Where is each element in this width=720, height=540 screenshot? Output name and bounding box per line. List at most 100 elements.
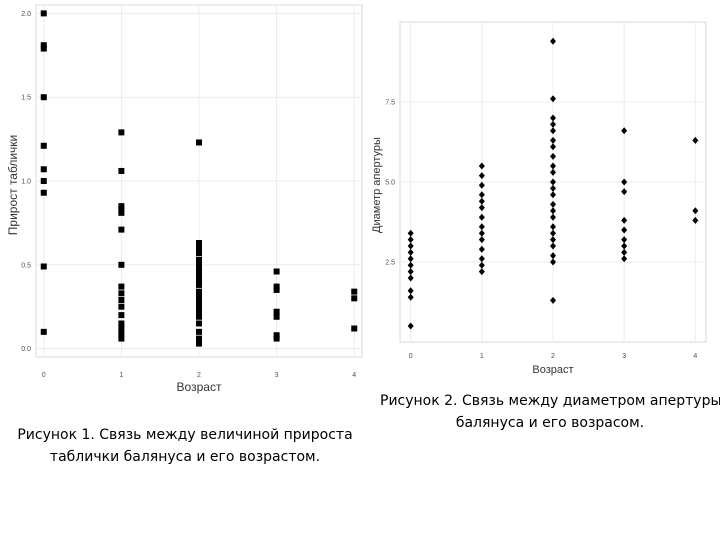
data-point <box>550 296 556 304</box>
figure-1-caption: Рисунок 1. Связь между величиной прирост… <box>0 424 370 468</box>
data-point <box>196 320 202 327</box>
data-point <box>196 288 202 295</box>
data-point <box>550 120 556 128</box>
data-point <box>40 42 47 49</box>
data-point <box>550 184 556 192</box>
data-point <box>407 229 414 237</box>
data-point <box>118 129 125 136</box>
data-point <box>196 298 202 305</box>
data-point <box>478 261 485 269</box>
data-point <box>118 261 125 268</box>
data-point <box>478 223 485 231</box>
figure-2-caption: Рисунок 2. Связь между диаметром апертур… <box>380 390 720 434</box>
data-point <box>550 178 556 186</box>
data-point <box>196 250 202 257</box>
y-tick-label: 1.5 <box>21 95 31 102</box>
x-tick-label: 3 <box>275 372 279 379</box>
data-point <box>40 328 47 335</box>
data-point <box>621 242 628 250</box>
data-point <box>692 207 699 215</box>
data-point <box>550 37 556 45</box>
data-point <box>118 303 125 310</box>
data-point <box>118 283 125 290</box>
data-point <box>478 191 485 199</box>
y-tick-label: 7.5 <box>385 100 395 107</box>
data-point <box>273 335 280 342</box>
data-point <box>40 189 47 196</box>
data-point <box>196 293 202 300</box>
data-point <box>621 178 628 186</box>
data-point <box>621 255 628 263</box>
data-point <box>196 328 202 335</box>
data-point <box>550 213 556 221</box>
y-tick-label: 0.0 <box>21 346 31 353</box>
data-point <box>118 312 125 319</box>
data-point <box>621 226 628 234</box>
data-point <box>118 335 125 342</box>
data-point <box>118 320 125 327</box>
data-point <box>550 200 556 208</box>
chart-2-aperture-vs-age: 2.5 5.0 7.5 0 1 2 3 4 Возраст Диаметр апертуры <box>371 21 707 376</box>
data-point <box>407 255 414 263</box>
data-point <box>550 242 556 250</box>
data-point <box>196 266 202 273</box>
y-tick-label: 2.0 <box>21 11 31 18</box>
data-point <box>196 276 202 283</box>
data-point <box>273 332 280 339</box>
data-point <box>40 94 47 101</box>
data-point <box>550 162 556 170</box>
figure-2-caption-line-1: Рисунок 2. Связь между диаметром апертур… <box>380 393 720 409</box>
y-tick-label: 5.0 <box>385 180 395 187</box>
data-point <box>40 263 47 270</box>
data-point <box>118 297 125 304</box>
data-point <box>621 216 628 224</box>
data-point <box>407 293 414 301</box>
data-point <box>550 152 556 160</box>
x-tick-label: 1 <box>119 372 123 379</box>
data-point <box>550 229 556 237</box>
data-point <box>692 136 699 144</box>
figure-1-caption-line-2: таблички балянуса и его возрастом. <box>49 449 321 465</box>
data-point <box>196 313 202 320</box>
data-point <box>407 236 414 244</box>
x-tick-label: 2 <box>551 353 555 360</box>
data-point <box>550 95 556 103</box>
data-point <box>273 268 280 275</box>
data-point <box>118 206 125 213</box>
data-point <box>550 191 556 199</box>
data-point <box>118 330 125 337</box>
data-point <box>40 166 47 173</box>
chart-1-x-ticks: 0 1 2 3 4 <box>42 372 356 379</box>
data-point <box>407 287 414 295</box>
x-tick-label: 2 <box>197 372 201 379</box>
data-point <box>478 229 485 237</box>
data-point <box>196 261 202 268</box>
data-point <box>407 268 414 276</box>
data-point <box>478 181 485 189</box>
chart-1-points <box>40 10 358 347</box>
data-point <box>692 216 699 224</box>
chart-2-x-ticks: 0 1 2 3 4 <box>409 353 698 360</box>
data-point <box>550 136 556 144</box>
data-point <box>196 240 202 247</box>
y-tick-label: 2.5 <box>385 260 395 267</box>
data-point <box>621 236 628 244</box>
data-point <box>40 45 47 52</box>
figure-1-caption-line-1: Рисунок 1. Связь между величиной прирост… <box>17 427 353 443</box>
data-point <box>407 242 414 250</box>
chart-2-y-ticks: 2.5 5.0 7.5 <box>385 100 395 267</box>
x-tick-label: 1 <box>480 353 484 360</box>
data-point <box>478 204 485 212</box>
chart-1-growth-vs-age: 0.0 0.5 1.0 1.5 2.0 0 1 2 3 4 Возраст Прирост та… <box>6 4 363 394</box>
data-point <box>407 322 414 330</box>
data-point <box>478 255 485 263</box>
data-point <box>196 340 202 347</box>
data-point <box>196 308 202 315</box>
data-point <box>40 10 47 17</box>
y-tick-label: 1.0 <box>21 179 31 186</box>
x-tick-label: 0 <box>409 353 413 360</box>
data-point <box>621 248 628 256</box>
data-point <box>196 303 202 310</box>
data-point <box>550 168 556 176</box>
data-point <box>550 223 556 231</box>
